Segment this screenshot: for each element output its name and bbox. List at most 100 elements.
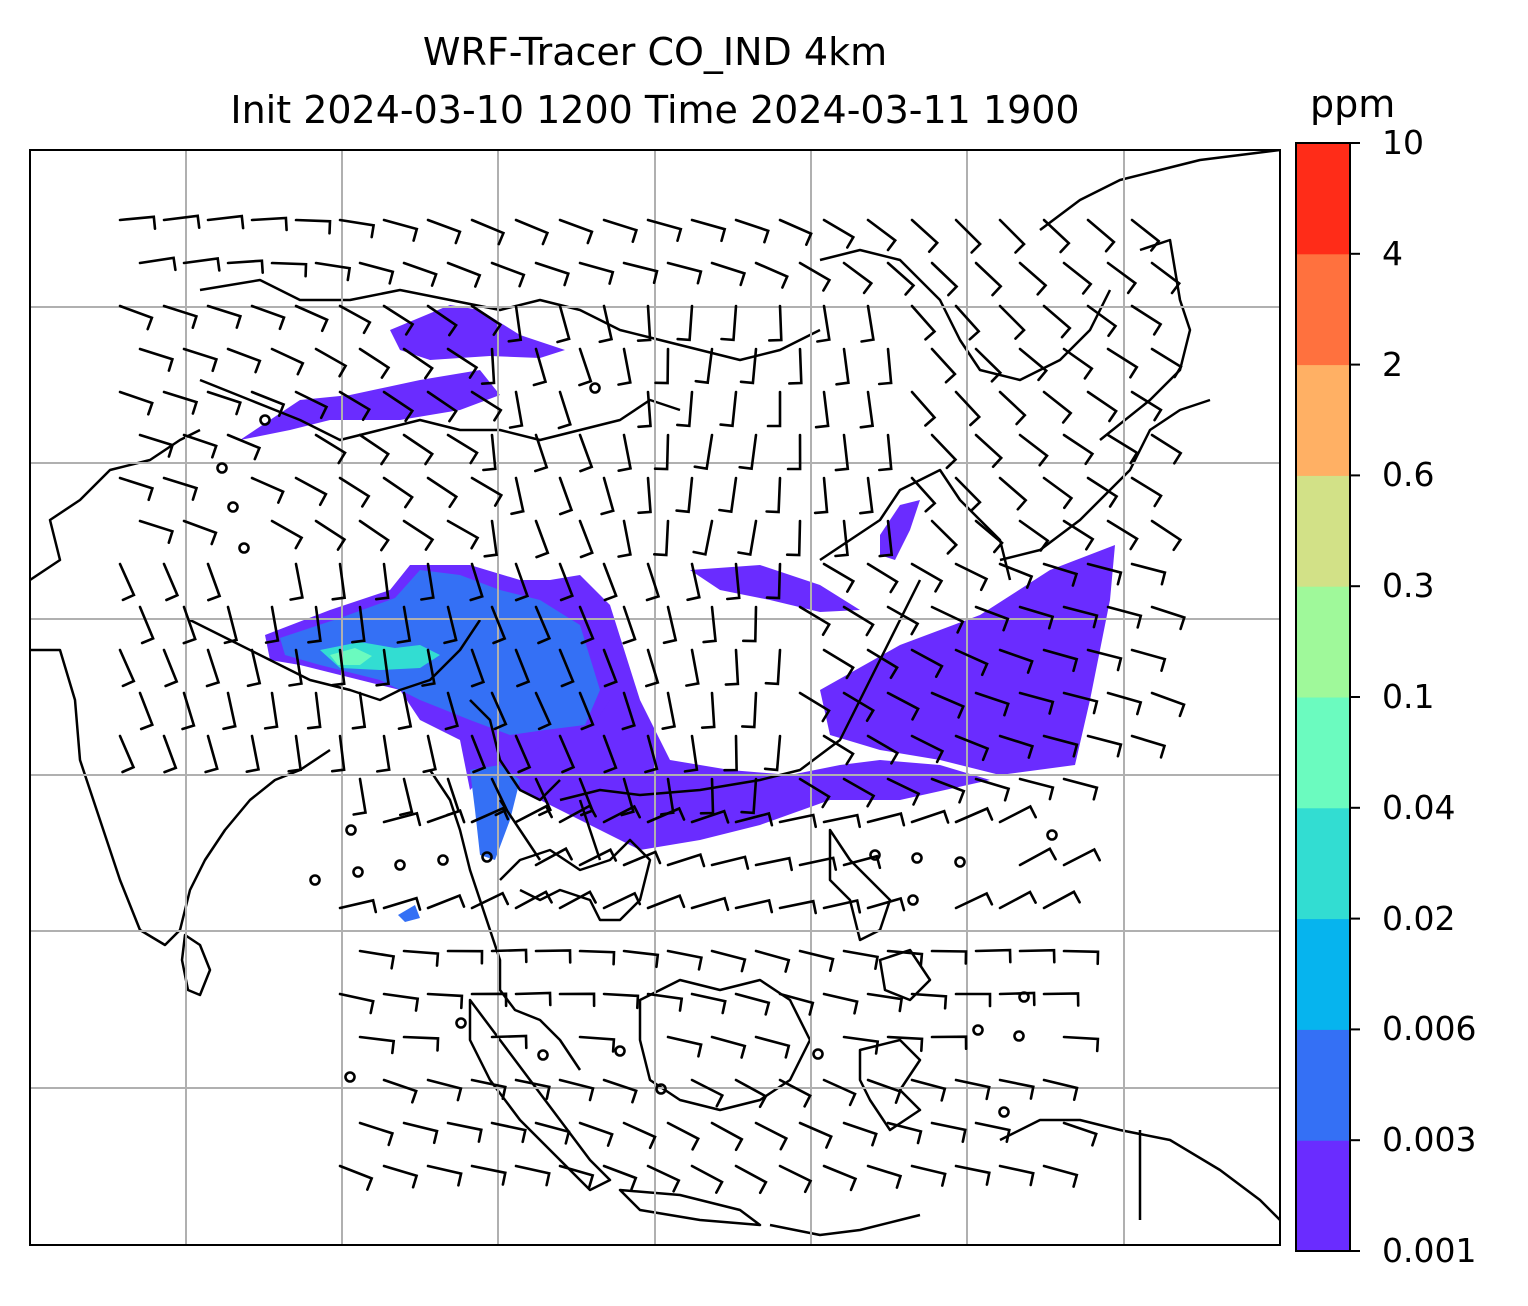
wind-barb — [930, 347, 957, 384]
wind-barb — [702, 605, 717, 644]
wind-barb — [314, 519, 347, 551]
wind-barb — [352, 777, 367, 816]
colorbar-tick-label: 2 — [1382, 344, 1403, 384]
wind-barb — [162, 562, 180, 602]
colorbar-segment — [1296, 1029, 1350, 1141]
wind-barb — [600, 476, 615, 516]
wind-barb — [264, 605, 280, 644]
wind-barb — [508, 390, 524, 429]
colorbar-tick-label: 0.003 — [1382, 1120, 1477, 1160]
wind-barb — [974, 1121, 1011, 1143]
wind-barb — [1130, 476, 1163, 508]
wind-barb — [578, 605, 595, 645]
wind-barb — [263, 691, 279, 730]
wind-barb — [602, 804, 641, 824]
wind-barb — [654, 347, 670, 385]
wind-barb — [930, 691, 966, 719]
wind-barb — [470, 218, 506, 246]
calm-wind-marker — [954, 856, 966, 868]
wind-barb — [1062, 847, 1101, 867]
wind-barb — [426, 390, 458, 423]
wind-barb — [578, 949, 616, 966]
wind-barb — [558, 476, 574, 516]
colorbar-segment — [1296, 918, 1350, 1030]
wind-barb — [724, 648, 740, 686]
wind-barb — [469, 562, 484, 602]
wind-barb — [490, 948, 528, 964]
coastline-south-china — [559, 579, 922, 802]
wind-barb — [754, 856, 793, 872]
wind-barb — [910, 1164, 947, 1187]
wind-barb — [622, 1121, 657, 1150]
wind-barb — [358, 1035, 396, 1055]
calm-wind-marker — [972, 1024, 984, 1036]
wind-barb — [1086, 734, 1123, 758]
wind-barb — [470, 304, 503, 336]
wind-barb — [223, 605, 239, 645]
wind-barb — [866, 1078, 902, 1104]
wind-barb — [358, 949, 396, 970]
wind-barb — [138, 605, 155, 645]
wind-barb — [382, 811, 422, 827]
wind-barb — [822, 218, 856, 249]
wind-barb — [1042, 1078, 1079, 1101]
wind-barb — [338, 476, 371, 508]
wind-barb — [930, 519, 959, 555]
wind-barb — [138, 519, 175, 544]
colorbar-tick-label: 0.3 — [1382, 566, 1435, 606]
wind-barb — [842, 605, 875, 637]
wind-barb — [661, 691, 677, 730]
wind-barb — [683, 734, 699, 773]
wind-barb — [954, 1164, 991, 1186]
wind-barb — [842, 691, 875, 722]
calm-wind-marker — [352, 866, 364, 878]
wind-barb — [754, 1035, 791, 1059]
wind-barb — [998, 304, 1026, 340]
wind-barb — [558, 218, 594, 245]
wind-barb — [514, 804, 553, 824]
wind-barb — [294, 390, 329, 420]
wind-barb — [954, 992, 992, 1008]
wind-barb — [578, 347, 593, 387]
wind-barb — [842, 777, 876, 808]
wind-barb — [886, 777, 921, 806]
wind-barb — [690, 1164, 724, 1194]
wind-barb — [1042, 890, 1081, 910]
wind-barb — [866, 562, 899, 594]
calm-wind-marker — [437, 854, 449, 866]
wind-barbs — [118, 214, 1186, 1195]
wind-barb — [646, 894, 686, 910]
calm-wind-marker — [309, 874, 321, 886]
wind-barb — [676, 304, 694, 342]
wind-barb — [602, 992, 640, 1010]
wind-barb — [822, 813, 861, 829]
wind-barb — [910, 648, 944, 678]
wind-barb — [534, 949, 572, 964]
wind-barb — [250, 390, 286, 417]
wind-barb — [1062, 691, 1099, 715]
coastline-russia-east — [1039, 150, 1280, 441]
colorbar-tick-label: 0.006 — [1382, 1009, 1477, 1049]
wind-barb — [602, 734, 618, 774]
wind-barb — [287, 734, 303, 773]
wind-barb — [602, 562, 618, 602]
border-himalaya — [189, 618, 482, 702]
wind-barb — [446, 519, 480, 550]
wind-barb — [402, 949, 440, 967]
wind-barb — [294, 218, 332, 235]
wind-barb — [1130, 562, 1167, 586]
calm-wind-marker — [216, 462, 228, 474]
wind-barb — [621, 691, 636, 731]
coastline-india-west — [30, 428, 331, 947]
coastline-sumatra — [468, 998, 612, 1192]
calm-wind-marker — [481, 851, 493, 863]
wind-barb — [288, 648, 303, 687]
wind-barb — [138, 691, 154, 731]
wind-barb — [842, 1121, 878, 1147]
wind-barb — [534, 1121, 571, 1145]
wind-barb — [426, 809, 466, 824]
colorbar-segment — [1296, 1140, 1350, 1252]
wind-barb — [910, 304, 937, 341]
wind-barb — [1086, 304, 1118, 337]
wind-barb — [644, 734, 659, 774]
